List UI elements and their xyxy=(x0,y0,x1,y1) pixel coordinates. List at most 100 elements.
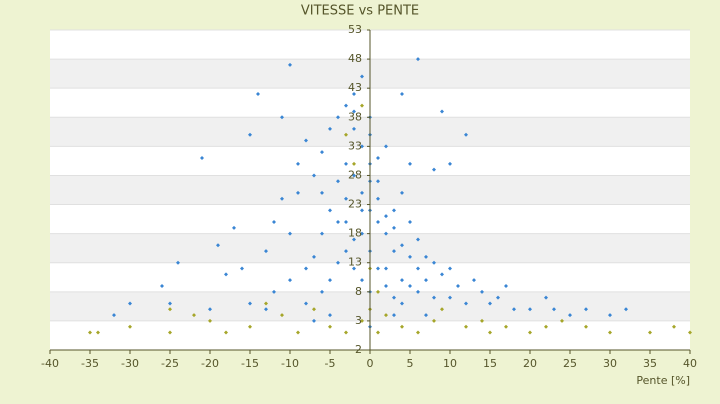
data-point xyxy=(288,278,292,283)
data-point xyxy=(320,190,324,195)
data-point xyxy=(248,301,252,306)
data-point xyxy=(304,266,308,271)
data-point xyxy=(384,214,388,219)
data-point xyxy=(344,196,348,201)
data-point xyxy=(432,260,436,265)
data-point xyxy=(272,289,276,294)
x-tick-label: 0 xyxy=(367,357,374,370)
data-point xyxy=(400,92,404,96)
data-point xyxy=(432,295,436,300)
data-point xyxy=(296,190,300,195)
data-point xyxy=(456,284,460,288)
data-point xyxy=(128,301,132,306)
data-point xyxy=(352,92,356,96)
data-point xyxy=(504,284,508,288)
y-tick-label: 33 xyxy=(348,139,362,152)
data-point xyxy=(432,167,436,172)
data-point xyxy=(608,330,612,335)
data-point xyxy=(464,324,468,329)
data-point xyxy=(320,150,324,155)
data-point xyxy=(168,301,172,306)
data-point xyxy=(312,173,316,178)
data-point xyxy=(264,301,268,306)
data-point xyxy=(584,307,588,312)
data-point xyxy=(360,231,364,236)
data-point xyxy=(168,307,172,312)
data-point xyxy=(424,254,428,259)
x-tick-label: 35 xyxy=(643,357,657,370)
data-point xyxy=(160,284,164,288)
data-point xyxy=(552,307,556,312)
data-point xyxy=(528,307,532,312)
data-point xyxy=(224,272,228,277)
data-point xyxy=(544,324,548,329)
data-point xyxy=(288,62,292,67)
data-point xyxy=(344,249,348,254)
data-point xyxy=(400,324,404,329)
data-point xyxy=(352,237,356,242)
data-point xyxy=(392,225,396,230)
data-point xyxy=(384,284,388,288)
data-point xyxy=(392,208,396,213)
data-point xyxy=(376,156,380,160)
data-point xyxy=(280,115,284,120)
data-point xyxy=(440,272,444,277)
data-point xyxy=(128,324,132,329)
data-point xyxy=(248,324,252,329)
data-point xyxy=(304,138,308,143)
data-point xyxy=(384,144,388,149)
y-tick-label: 43 xyxy=(348,81,362,94)
data-point xyxy=(424,278,428,283)
data-point xyxy=(320,289,324,294)
data-point xyxy=(312,254,316,259)
data-point xyxy=(488,301,492,306)
data-point xyxy=(416,266,420,271)
x-tick-label: 5 xyxy=(407,357,414,370)
data-point xyxy=(352,126,356,131)
data-point xyxy=(344,132,348,137)
data-point xyxy=(216,243,220,248)
data-point xyxy=(416,57,420,62)
data-point xyxy=(416,289,420,294)
data-point xyxy=(528,330,532,335)
data-point xyxy=(376,196,380,201)
data-point xyxy=(568,313,572,318)
data-point xyxy=(688,330,692,335)
data-point xyxy=(408,284,412,288)
data-point xyxy=(264,307,268,312)
data-point xyxy=(296,161,300,166)
data-point xyxy=(376,289,380,294)
data-point xyxy=(344,161,348,166)
data-point xyxy=(408,220,412,224)
data-point xyxy=(336,220,340,224)
data-point xyxy=(432,318,436,323)
data-point xyxy=(416,330,420,335)
data-point xyxy=(360,103,364,108)
data-point xyxy=(224,330,228,335)
data-point xyxy=(352,266,356,271)
data-point xyxy=(376,220,380,224)
data-point xyxy=(392,295,396,300)
data-point xyxy=(448,295,452,300)
x-tick-label: -40 xyxy=(41,357,59,370)
data-point xyxy=(544,295,548,300)
data-point xyxy=(208,307,212,312)
data-point xyxy=(176,260,180,265)
data-point xyxy=(384,313,388,318)
x-tick-label: -5 xyxy=(325,357,336,370)
data-point xyxy=(336,179,340,184)
data-point xyxy=(464,301,468,306)
data-point xyxy=(360,318,364,323)
data-point xyxy=(392,313,396,318)
x-tick-label: 20 xyxy=(523,357,537,370)
data-point xyxy=(608,313,612,318)
data-point xyxy=(448,266,452,271)
data-point xyxy=(352,161,356,166)
data-point xyxy=(280,196,284,201)
data-point xyxy=(560,318,564,323)
data-point xyxy=(88,330,92,335)
data-point xyxy=(488,330,492,335)
data-point xyxy=(496,295,500,300)
x-tick-label: -10 xyxy=(281,357,299,370)
y-tick-label: 18 xyxy=(348,227,362,240)
